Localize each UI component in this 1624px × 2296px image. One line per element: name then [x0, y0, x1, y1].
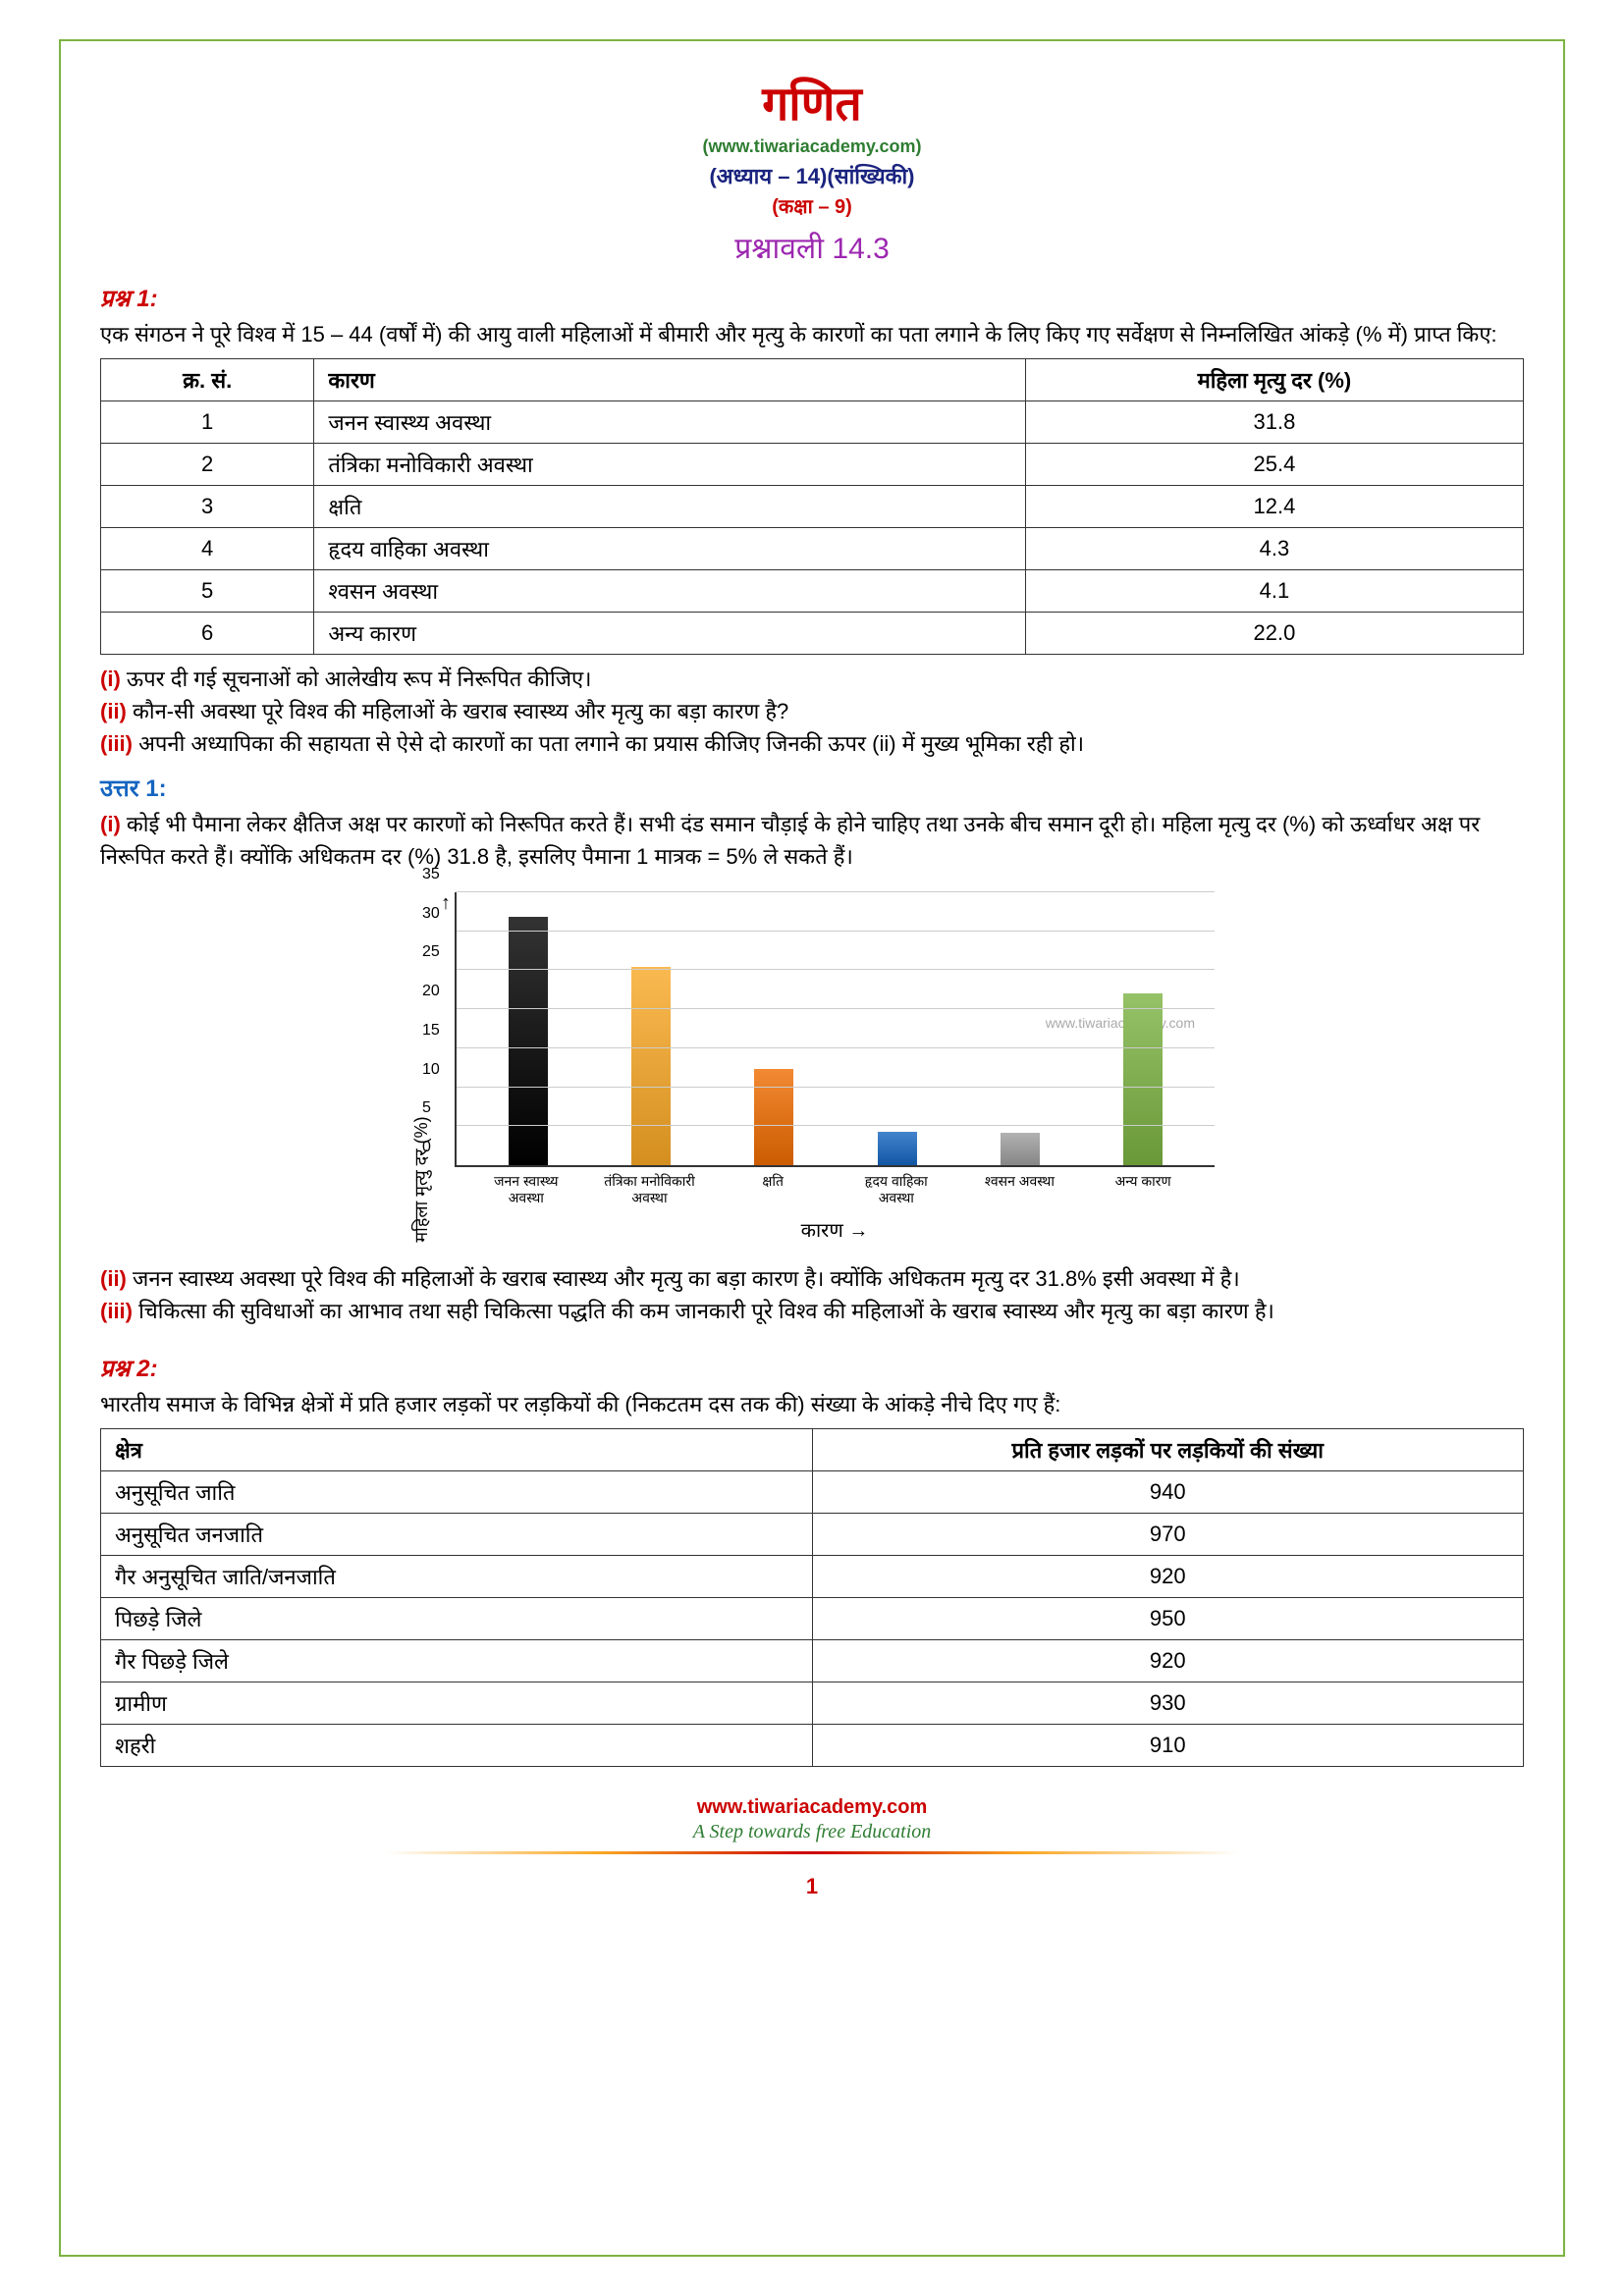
- y-tick: 30: [422, 905, 440, 923]
- footer-divider: [385, 1851, 1239, 1854]
- q2-intro: भारतीय समाज के विभिन्न क्षेत्रों में प्र…: [100, 1388, 1524, 1420]
- th-sector: क्षेत्र: [101, 1428, 813, 1470]
- q1-part-iii: (iii) अपनी अध्यापिका की सहायता से ऐसे दो…: [100, 727, 1524, 760]
- footer-site: www.tiwariacademy.com: [100, 1796, 1524, 1819]
- class-label: (कक्षा – 9): [100, 192, 1524, 219]
- q2-label: प्रश्न 2:: [100, 1352, 1524, 1384]
- page-number: 1: [100, 1874, 1524, 1899]
- y-tick: 20: [422, 983, 440, 1000]
- footer-tagline: A Step towards free Education: [100, 1821, 1524, 1843]
- a1-part-ii: (ii) जनन स्वास्थ्य अवस्था पूरे विश्व की …: [100, 1262, 1524, 1295]
- y-tick: 10: [422, 1061, 440, 1079]
- bars-container: [457, 892, 1215, 1165]
- x-label: तंत्रिका मनोविकारी अवस्था: [600, 1173, 698, 1206]
- y-tick: 15: [422, 1022, 440, 1040]
- y-axis-arrow-icon: ↑: [441, 892, 451, 915]
- y-tick: 0: [422, 1139, 431, 1156]
- bar: [631, 967, 671, 1165]
- header-website: (www.tiwariacademy.com): [100, 136, 1524, 157]
- table-row: ग्रामीण930: [101, 1682, 1524, 1724]
- table-row: 2तंत्रिका मनोविकारी अवस्था25.4: [101, 444, 1524, 486]
- th-rate: महिला मृत्यु दर (%): [1025, 359, 1523, 401]
- bar: [509, 917, 548, 1165]
- table-header-row: क्र. सं. कारण महिला मृत्यु दर (%): [101, 359, 1524, 401]
- table-row: अनुसूचित जनजाति970: [101, 1513, 1524, 1555]
- q2-table: क्षेत्र प्रति हजार लड़कों पर लड़कियों की…: [100, 1428, 1524, 1767]
- q1-part-i: (i) ऊपर दी गई सूचनाओं को आलेखीय रूप में …: [100, 663, 1524, 695]
- exercise-label: प्रश्नावली 14.3: [100, 227, 1524, 267]
- x-label: क्षति: [724, 1173, 822, 1206]
- footer: www.tiwariacademy.com A Step towards fre…: [100, 1796, 1524, 1899]
- th-cause: कारण: [314, 359, 1026, 401]
- x-axis-label: कारण →: [455, 1216, 1215, 1243]
- bar: [1001, 1133, 1040, 1165]
- table-row: पिछड़े जिले950: [101, 1597, 1524, 1639]
- x-label: अन्य कारण: [1094, 1173, 1192, 1206]
- table-row: गैर अनुसूचित जाति/जनजाति920: [101, 1555, 1524, 1597]
- table-row: 4हृदय वाहिका अवस्था4.3: [101, 528, 1524, 570]
- page-container: गणित (www.tiwariacademy.com) (अध्याय – 1…: [59, 39, 1565, 2257]
- y-tick: 5: [422, 1099, 431, 1117]
- bar: [754, 1069, 793, 1165]
- bar: [1123, 993, 1163, 1165]
- y-tick: 25: [422, 943, 440, 961]
- x-label: हृदय वाहिका अवस्था: [847, 1173, 946, 1206]
- table-row: 5श्वसन अवस्था4.1: [101, 570, 1524, 613]
- table-row: 6अन्य कारण22.0: [101, 613, 1524, 655]
- q1-intro: एक संगठन ने पूरे विश्व में 15 – 44 (वर्ष…: [100, 318, 1524, 350]
- a1-label: उत्तर 1:: [100, 772, 1524, 804]
- table-row: अनुसूचित जाति940: [101, 1470, 1524, 1513]
- bar-chart: महिला मृत्यु दर (%) ↑ www.tiwariacademy.…: [409, 892, 1215, 1243]
- q1-label: प्रश्न 1:: [100, 282, 1524, 314]
- q1-table: क्र. सं. कारण महिला मृत्यु दर (%) 1जनन स…: [100, 358, 1524, 655]
- x-label: जनन स्वास्थ्य अवस्था: [477, 1173, 575, 1206]
- x-axis-arrow-icon: →: [848, 1220, 868, 1242]
- th-serial: क्र. सं.: [101, 359, 314, 401]
- th-count: प्रति हजार लड़कों पर लड़कियों की संख्या: [812, 1428, 1524, 1470]
- x-labels-container: जनन स्वास्थ्य अवस्था तंत्रिका मनोविकारी अ…: [455, 1167, 1215, 1206]
- chapter-label: (अध्याय – 14)(सांख्यिकी): [100, 161, 1524, 190]
- table-row: गैर पिछड़े जिले920: [101, 1639, 1524, 1682]
- a1-part-i: (i) कोई भी पैमाना लेकर क्षैतिज अक्ष पर क…: [100, 808, 1524, 873]
- table-header-row: क्षेत्र प्रति हजार लड़कों पर लड़कियों की…: [101, 1428, 1524, 1470]
- table-row: शहरी910: [101, 1724, 1524, 1766]
- x-label: श्वसन अवस्था: [970, 1173, 1068, 1206]
- a1-part-iii: (iii) चिकित्सा की सुविधाओं का आभाव तथा स…: [100, 1295, 1524, 1327]
- chart-grid: www.tiwariacademy.com 05101520253035: [455, 892, 1215, 1167]
- q1-part-ii: (ii) कौन-सी अवस्था पूरे विश्व की महिलाओं…: [100, 695, 1524, 727]
- bar: [878, 1132, 917, 1165]
- table-row: 1जनन स्वास्थ्य अवस्था31.8: [101, 401, 1524, 444]
- table-row: 3क्षति12.4: [101, 486, 1524, 528]
- main-title: गणित: [100, 71, 1524, 134]
- document-header: गणित (www.tiwariacademy.com) (अध्याय – 1…: [100, 71, 1524, 267]
- y-tick: 35: [422, 866, 440, 883]
